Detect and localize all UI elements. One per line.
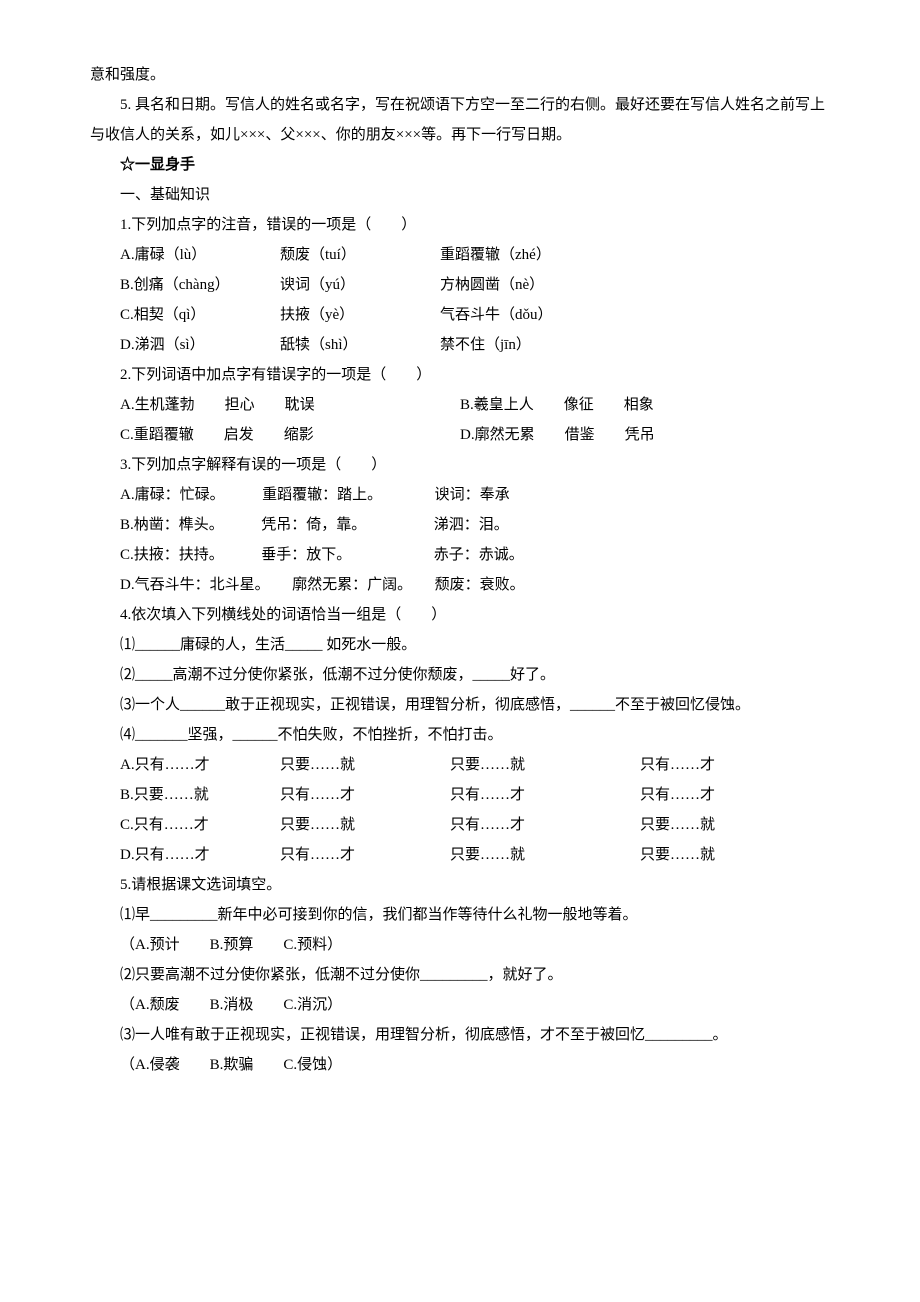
q2-c: C.重蹈覆辙 启发 缩影	[120, 420, 460, 450]
q3-d: D.气吞斗牛：北斗星。 廓然无累：广阔。 颓废：衰败。	[90, 570, 830, 600]
q2-row-1: A.生机蓬勃 担心 耽误 B.羲皇上人 像征 相象	[90, 390, 830, 420]
q1-b2: 谀词（yú）	[280, 270, 440, 300]
q4-c4: 只要……就	[640, 810, 800, 840]
q4-b3: 只有……才	[450, 780, 640, 810]
q4-c1: C.只有……才	[120, 810, 280, 840]
q3-stem: 3.下列加点字解释有误的一项是（ ）	[90, 450, 830, 480]
q4-a3: 只要……就	[450, 750, 640, 780]
q4-a4: 只有……才	[640, 750, 800, 780]
q1-option-d: D.涕泗（sì） 舐犊（shì） 禁不住（jīn）	[90, 330, 830, 360]
q3-a: A.庸碌：忙碌。 重蹈覆辙：踏上。 谀词：奉承	[90, 480, 830, 510]
q1-a1: A.庸碌（lù）	[120, 240, 280, 270]
q4-option-c: C.只有……才 只要……就 只有……才 只要……就	[90, 810, 830, 840]
q4-s2: ⑵_____高潮不过分使你紧张，低潮不过分使你颓废，_____好了。	[90, 660, 830, 690]
q5-c1: （A.预计 B.预算 C.预料）	[90, 930, 830, 960]
q1-option-c: C.相契（qì） 扶掖（yè） 气吞斗牛（dǒu）	[90, 300, 830, 330]
q5-stem: 5.请根据课文选词填空。	[90, 870, 830, 900]
q1-d1: D.涕泗（sì）	[120, 330, 280, 360]
q2-stem: 2.下列词语中加点字有错误字的一项是（ ）	[90, 360, 830, 390]
q1-c2: 扶掖（yè）	[280, 300, 440, 330]
intro-line-1: 意和强度。	[90, 60, 830, 90]
q1-d2: 舐犊（shì）	[280, 330, 440, 360]
q4-option-d: D.只有……才 只有……才 只要……就 只要……就	[90, 840, 830, 870]
q4-d1: D.只有……才	[120, 840, 280, 870]
q4-d4: 只要……就	[640, 840, 800, 870]
q1-c1: C.相契（qì）	[120, 300, 280, 330]
q4-b1: B.只要……就	[120, 780, 280, 810]
q4-c2: 只要……就	[280, 810, 450, 840]
q4-a1: A.只有……才	[120, 750, 280, 780]
q4-option-a: A.只有……才 只要……就 只要……就 只有……才	[90, 750, 830, 780]
document-body: 意和强度。 5. 具名和日期。写信人的姓名或名字，写在祝颂语下方空一至二行的右侧…	[90, 60, 830, 1080]
q1-b3: 方枘圆凿（nè）	[440, 270, 620, 300]
q4-b4: 只有……才	[640, 780, 800, 810]
q5-s2: ⑵只要高潮不过分使你紧张，低潮不过分使你_________，就好了。	[90, 960, 830, 990]
q4-d2: 只有……才	[280, 840, 450, 870]
intro-line-2: 5. 具名和日期。写信人的姓名或名字，写在祝颂语下方空一至二行的右侧。最好还要在…	[90, 90, 830, 150]
q5-s3: ⑶一人唯有敢于正视现实，正视错误，用理智分析，彻底感悟，才不至于被回忆_____…	[90, 1020, 830, 1050]
q4-s1: ⑴______庸碌的人，生活_____ 如死水一般。	[90, 630, 830, 660]
section-title: ☆一显身手	[90, 150, 830, 180]
q4-s4: ⑷_______坚强，______不怕失败，不怕挫折，不怕打击。	[90, 720, 830, 750]
q4-c3: 只有……才	[450, 810, 640, 840]
q1-stem: 1.下列加点字的注音，错误的一项是（ ）	[90, 210, 830, 240]
q1-a2: 颓废（tuí）	[280, 240, 440, 270]
q1-option-b: B.创痛（chàng） 谀词（yú） 方枘圆凿（nè）	[90, 270, 830, 300]
q3-c: C.扶掖：扶持。 垂手：放下。 赤子：赤诚。	[90, 540, 830, 570]
q1-option-a: A.庸碌（lù） 颓废（tuí） 重蹈覆辙（zhé）	[90, 240, 830, 270]
q2-a: A.生机蓬勃 担心 耽误	[120, 390, 460, 420]
q1-d3: 禁不住（jīn）	[440, 330, 620, 360]
q4-a2: 只要……就	[280, 750, 450, 780]
subsection-1: 一、基础知识	[90, 180, 830, 210]
q4-option-b: B.只要……就 只有……才 只有……才 只有……才	[90, 780, 830, 810]
q2-d: D.廓然无累 借鉴 凭吊	[460, 420, 830, 450]
q5-s1: ⑴早_________新年中必可接到你的信，我们都当作等待什么礼物一般地等着。	[90, 900, 830, 930]
q3-b: B.枘凿：榫头。 凭吊：倚，靠。 涕泗：泪。	[90, 510, 830, 540]
q5-c2: （A.颓废 B.消极 C.消沉）	[90, 990, 830, 1020]
q1-a3: 重蹈覆辙（zhé）	[440, 240, 620, 270]
q4-stem: 4.依次填入下列横线处的词语恰当一组是（ ）	[90, 600, 830, 630]
q4-d3: 只要……就	[450, 840, 640, 870]
q4-b2: 只有……才	[280, 780, 450, 810]
q4-s3: ⑶一个人______敢于正视现实，正视错误，用理智分析，彻底感悟，______不…	[90, 690, 830, 720]
q1-b1: B.创痛（chàng）	[120, 270, 280, 300]
q2-row-2: C.重蹈覆辙 启发 缩影 D.廓然无累 借鉴 凭吊	[90, 420, 830, 450]
q2-b: B.羲皇上人 像征 相象	[460, 390, 830, 420]
q1-c3: 气吞斗牛（dǒu）	[440, 300, 620, 330]
q5-c3: （A.侵袭 B.欺骗 C.侵蚀）	[90, 1050, 830, 1080]
